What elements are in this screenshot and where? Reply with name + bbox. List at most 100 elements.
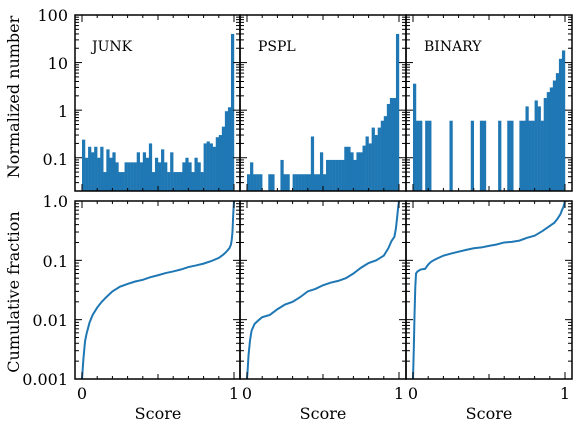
hist-bar-pspl-49 (395, 33, 400, 192)
hist-bar-junk-49 (230, 33, 235, 192)
hist-bar-pspl-37 (359, 152, 363, 191)
ytick-top-10: 10 (48, 54, 68, 73)
hist-bar-pspl-0 (247, 174, 251, 191)
xlabel-pspl: Score (300, 404, 347, 423)
hist-bar-binary-42 (540, 120, 544, 191)
hist-bar-pspl-21 (310, 136, 315, 191)
hist-bar-binary-1 (416, 120, 420, 191)
hist-bar-pspl-7 (268, 174, 272, 191)
hist-bar-pspl-15 (292, 174, 296, 191)
hist-bar-junk-16 (130, 162, 134, 191)
hist-bar-pspl-31 (341, 159, 345, 191)
cumulative-line-pspl-cumulative (246, 200, 400, 380)
xtick-pspl-0: 0 (242, 384, 252, 403)
hist-bar-pspl-44 (380, 120, 384, 191)
hist-bar-junk-30 (173, 172, 177, 191)
hist-bar-junk-25 (158, 162, 162, 191)
hist-bar-junk-20 (142, 152, 147, 191)
xlabel-junk: Score (135, 404, 182, 423)
cumulative-line-junk-cumulative (81, 200, 235, 380)
hist-bar-pspl-19 (304, 174, 308, 191)
hist-bar-pspl-18 (301, 174, 305, 191)
hist-bar-binary-45 (549, 87, 554, 191)
hist-bar-pspl-36 (356, 152, 360, 191)
hist-bar-junk-2 (88, 146, 92, 191)
hist-bar-binary-19 (470, 120, 474, 191)
figure-marks (74, 14, 573, 380)
hist-bar-junk-27 (164, 162, 168, 191)
hist-bar-pspl-26 (326, 159, 330, 191)
hist-bar-pspl-20 (307, 174, 312, 191)
hist-bar-junk-36 (191, 172, 195, 191)
panel-label-binary: BINARY (424, 39, 482, 55)
ytick-bottom-1: 1.0 (43, 192, 68, 211)
hist-bar-junk-39 (200, 172, 204, 191)
hist-bar-junk-31 (176, 172, 180, 191)
hist-bar-junk-29 (170, 152, 174, 191)
xtick-junk-0: 0 (77, 384, 87, 403)
hist-bar-pspl-22 (313, 174, 318, 191)
hist-bar-pspl-17 (298, 174, 302, 191)
hist-bar-junk-14 (124, 162, 128, 191)
hist-bar-pspl-42 (374, 135, 378, 191)
hist-bar-junk-18 (136, 152, 140, 191)
cumulative-line-binary-cumulative (412, 200, 566, 380)
hist-bar-pspl-28 (332, 159, 336, 191)
hist-bar-binary-22 (479, 120, 484, 191)
hist-bar-junk-4 (94, 146, 98, 191)
hist-bar-binary-44 (546, 92, 550, 191)
ytick-bottom-0.01: 0.01 (32, 311, 68, 330)
hist-bar-binary-4 (425, 120, 429, 191)
hist-bar-junk-45 (218, 135, 223, 191)
hist-bar-junk-22 (148, 143, 153, 191)
hist-bar-pspl-38 (362, 145, 366, 191)
hist-bar-pspl-30 (338, 159, 342, 191)
hist-bar-pspl-39 (365, 136, 369, 191)
hist-bar-pspl-48 (392, 98, 397, 191)
ytick-top-1: 1 (58, 102, 68, 121)
ytick-top-100: 100 (37, 6, 68, 25)
hist-bar-junk-3 (91, 152, 95, 191)
frame-bottom-1 (239, 200, 407, 380)
xlabel-binary: Score (466, 404, 513, 423)
hist-bar-junk-41 (206, 141, 210, 191)
frame-bottom-0 (74, 200, 241, 380)
hist-bar-junk-32 (179, 172, 183, 191)
hist-bar-junk-6 (100, 146, 104, 191)
hist-bar-junk-17 (133, 162, 137, 191)
hist-bar-pspl-40 (368, 143, 372, 191)
xtick-binary-1: 1 (560, 384, 570, 403)
hist-bar-binary-23 (482, 120, 487, 191)
hist-bar-pspl-23 (316, 174, 321, 191)
hist-bar-binary-49 (561, 50, 566, 192)
hist-bar-binary-0 (413, 83, 417, 191)
hist-bar-junk-0 (82, 139, 86, 191)
hist-bar-junk-10 (112, 152, 116, 191)
hist-bar-junk-13 (121, 172, 125, 191)
hist-bar-pspl-45 (383, 116, 388, 191)
hist-bar-pspl-4 (259, 174, 263, 191)
hist-bar-pspl-1 (250, 162, 254, 191)
hist-bar-binary-37 (525, 106, 529, 191)
hist-bar-junk-35 (188, 162, 192, 191)
hist-bar-pspl-35 (353, 159, 357, 191)
hist-bar-junk-12 (118, 172, 122, 191)
hist-bar-pspl-2 (253, 174, 257, 191)
hist-bar-pspl-47 (389, 98, 394, 191)
hist-bar-binary-35 (519, 120, 523, 191)
ylabel-top: Normalized number (4, 15, 23, 178)
hist-bar-binary-28 (498, 120, 502, 191)
hist-bar-pspl-8 (271, 174, 275, 191)
hist-bar-junk-47 (224, 111, 229, 191)
hist-bar-pspl-16 (295, 174, 299, 191)
hist-bar-junk-23 (151, 172, 156, 191)
hist-bar-junk-43 (212, 146, 216, 191)
hist-bar-junk-44 (215, 137, 219, 191)
hist-bar-pspl-41 (371, 127, 375, 191)
hist-bar-binary-2 (419, 120, 423, 191)
hist-bar-junk-15 (127, 162, 131, 191)
hist-bar-pspl-33 (347, 146, 351, 191)
hist-bar-junk-26 (161, 149, 165, 191)
hist-bar-junk-7 (103, 172, 107, 191)
